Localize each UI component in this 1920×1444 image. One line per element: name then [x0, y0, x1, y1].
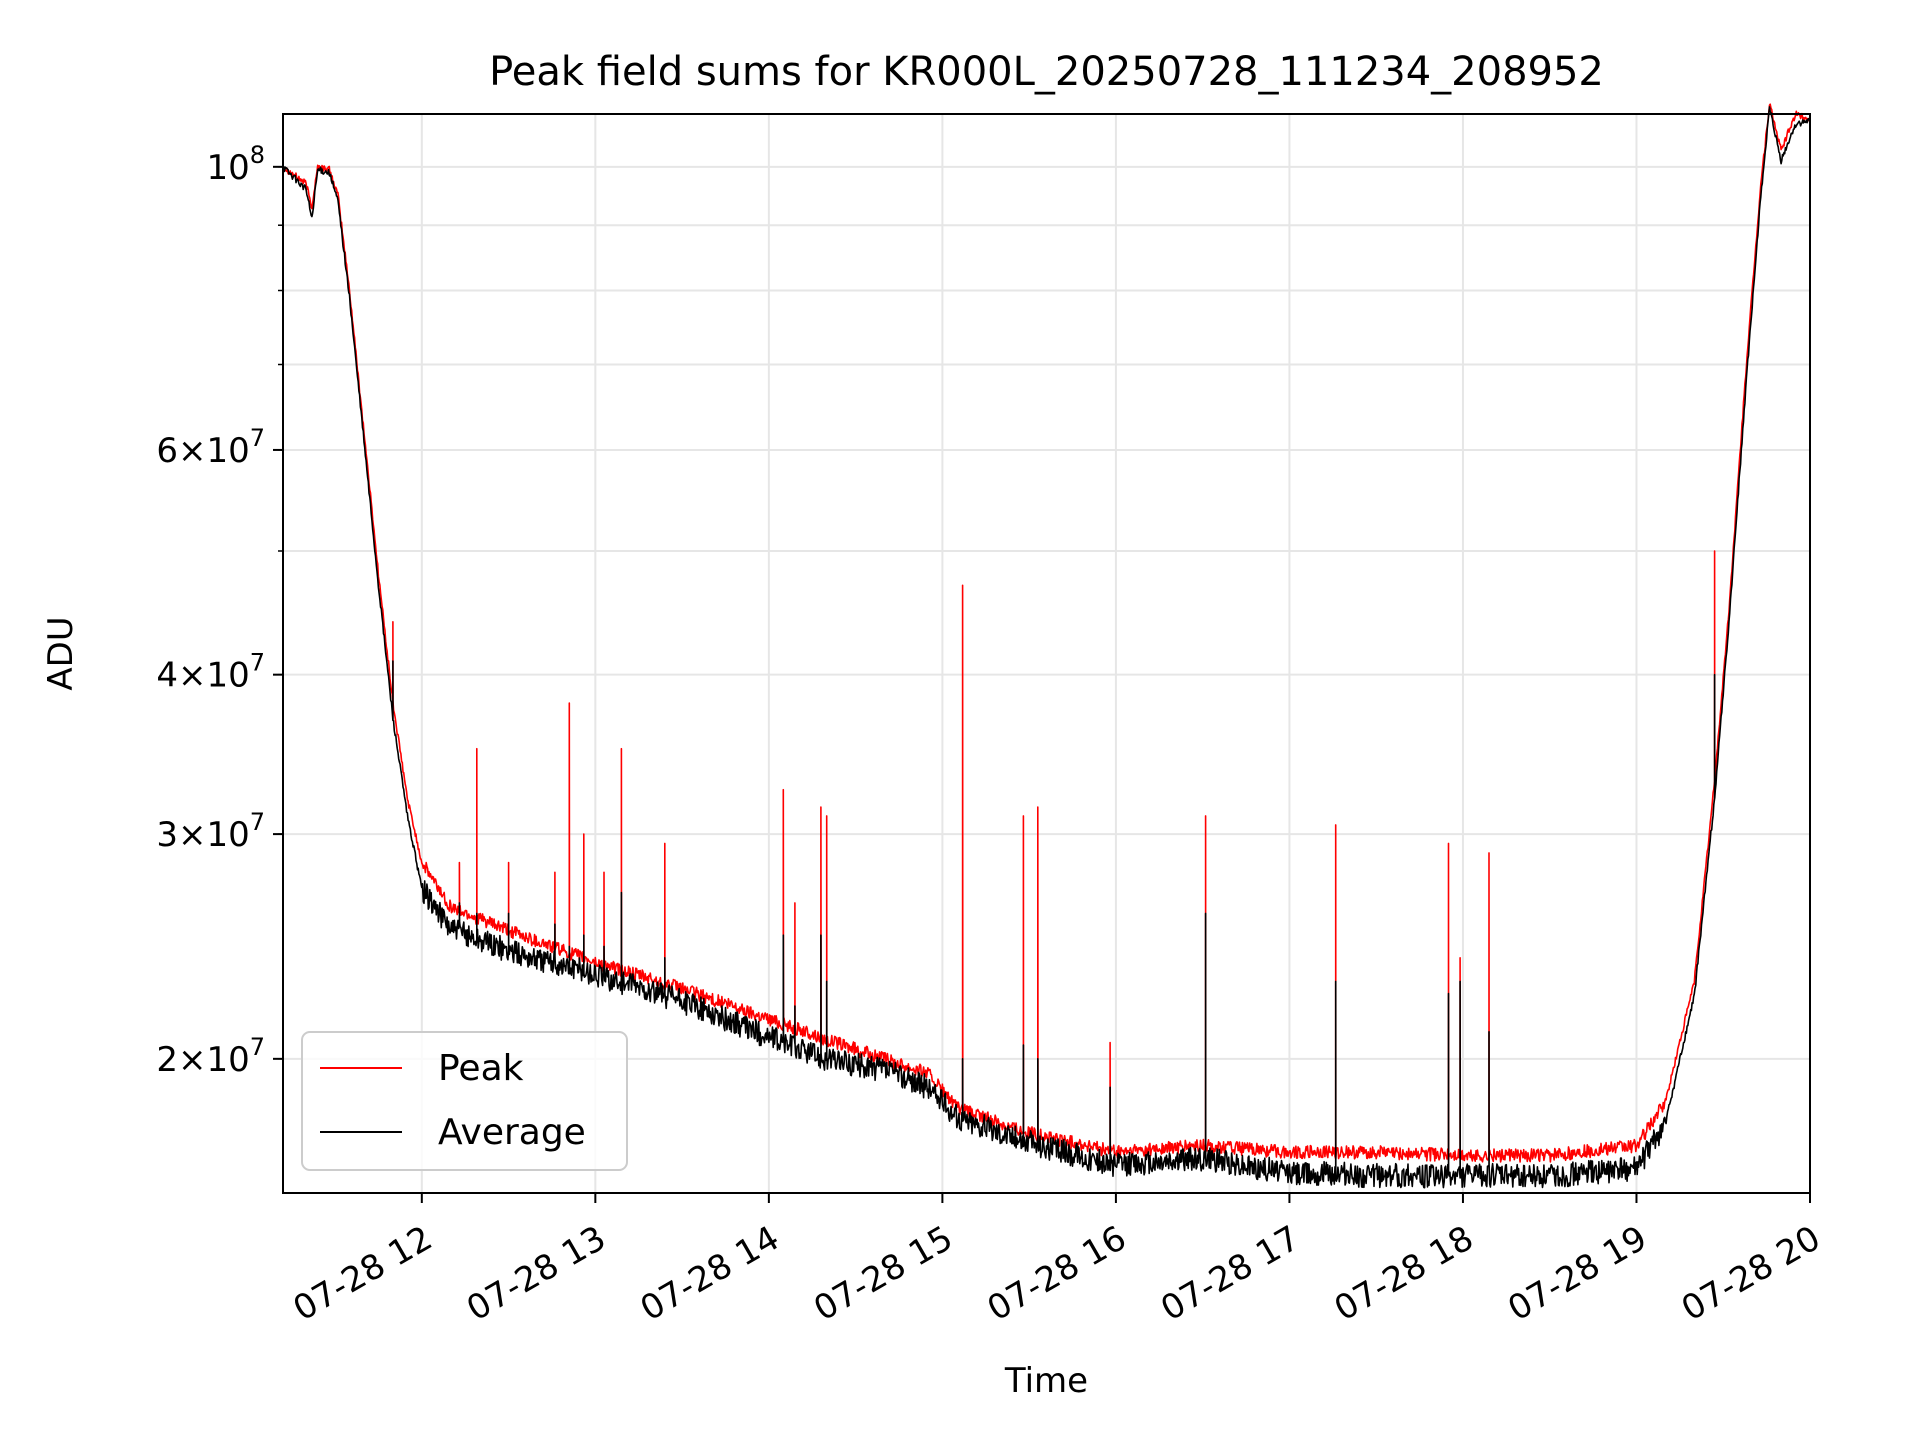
chart-title: Peak field sums for KR000L_20250728_1112… [489, 49, 1604, 95]
legend-label-average: Average [438, 1112, 586, 1153]
legend-box [301, 1031, 628, 1171]
series-layer [282, 103, 1811, 1189]
grid [283, 114, 1811, 1193]
y-tick-label: 3×107 [156, 808, 265, 855]
x-axis-label: Time [1004, 1361, 1088, 1401]
y-tick-label: 108 [206, 141, 265, 188]
plot-frame [282, 113, 1811, 1194]
series-line-average [282, 106, 1811, 1189]
y-tick-label: 4×107 [156, 649, 265, 696]
y-tick-label: 6×107 [156, 424, 265, 471]
y-tick-label: 2×107 [156, 1033, 265, 1080]
y-axis-label: ADU [41, 616, 81, 690]
legend: Peak Average [301, 1031, 628, 1171]
legend-label-peak: Peak [438, 1048, 524, 1089]
